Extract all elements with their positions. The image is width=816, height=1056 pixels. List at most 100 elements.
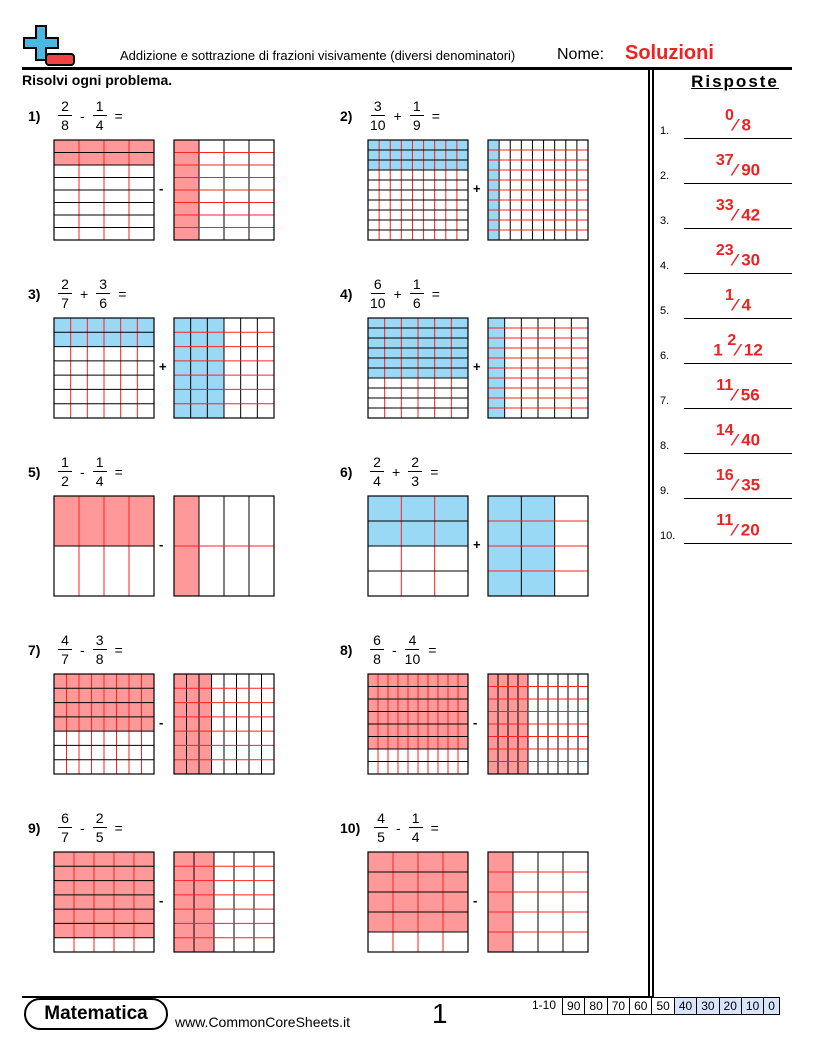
site-url: www.CommonCoreSheets.it xyxy=(175,1014,351,1030)
answer-7: 7. 11⁄ 56 xyxy=(660,369,792,409)
answer-9: 9. 16⁄ 35 xyxy=(660,459,792,499)
operator: - xyxy=(80,641,85,658)
denominator: 2 xyxy=(61,473,69,489)
answer-1: 1. 0⁄ 8 xyxy=(660,99,792,139)
answer-numerator: 14 xyxy=(715,422,734,440)
denominator: 4 xyxy=(411,829,420,845)
grid-operator: - xyxy=(473,715,478,730)
answer-numerator: 1 xyxy=(725,287,734,305)
fraction-grid xyxy=(173,139,275,241)
shaded-region xyxy=(368,140,468,170)
denominator: 4 xyxy=(95,117,104,133)
answers-title: Risposte xyxy=(691,72,779,91)
grid-border xyxy=(367,495,469,597)
score-cell: 50 xyxy=(652,997,675,1015)
answer-denominator: 35 xyxy=(741,476,761,495)
denominator: 7 xyxy=(61,295,69,311)
answer-number: 9. xyxy=(660,485,670,497)
equals-sign: = xyxy=(431,285,440,302)
denominator: 6 xyxy=(412,295,421,311)
denominator: 9 xyxy=(412,117,421,133)
problem-number: 6) xyxy=(340,463,353,480)
numerator: 4 xyxy=(377,810,385,826)
operator: + xyxy=(393,285,402,302)
grid-border xyxy=(487,673,589,775)
denominator: 6 xyxy=(99,295,108,311)
fraction-grid xyxy=(487,317,589,419)
answer-denominator: 30 xyxy=(741,251,761,270)
grid-border xyxy=(367,851,469,953)
answer-numerator: 16 xyxy=(715,467,734,485)
numerator: 1 xyxy=(95,454,104,470)
header-divider xyxy=(22,67,792,70)
fraction-grid xyxy=(173,495,275,597)
operator: - xyxy=(396,819,401,836)
grid-border xyxy=(487,139,589,241)
fraction-grid xyxy=(53,673,155,775)
equals-sign: = xyxy=(114,641,123,658)
equals-sign: = xyxy=(114,463,123,480)
score-cell: 40 xyxy=(674,997,698,1015)
fraction-grid xyxy=(487,495,589,597)
score-cell: 90 xyxy=(562,997,586,1015)
score-cell: 60 xyxy=(630,997,653,1015)
fraction-a: 3 10 xyxy=(370,98,386,133)
fraction-grid xyxy=(487,673,589,775)
fraction-grid xyxy=(367,139,469,241)
score-label: 1-10 xyxy=(532,998,557,1012)
grid-border xyxy=(367,673,469,775)
answer-denominator: 56 xyxy=(740,386,760,405)
fraction-grid xyxy=(487,851,589,953)
name-label: Nome: xyxy=(557,46,605,63)
fraction-grid xyxy=(53,317,155,419)
fraction-grid xyxy=(367,673,469,775)
grid-border xyxy=(53,139,155,241)
grid-border xyxy=(53,317,155,419)
problem-number: 8) xyxy=(340,641,353,658)
answer-numerator: 11 xyxy=(716,512,734,530)
denominator: 7 xyxy=(61,651,69,667)
grid-operator: - xyxy=(159,715,164,730)
name-value: Soluzioni xyxy=(625,42,714,64)
grid-operator: - xyxy=(159,181,164,196)
denominator: 8 xyxy=(61,117,69,133)
operator: - xyxy=(392,641,397,658)
problem-number: 9) xyxy=(28,819,41,836)
answer-5: 5. 1⁄ 4 xyxy=(660,279,792,319)
fraction-grid xyxy=(173,851,275,953)
equals-sign: = xyxy=(114,107,123,124)
answer-denominator: 4 xyxy=(741,296,751,315)
answer-4: 4. 23⁄ 30 xyxy=(660,234,792,274)
answer-denominator: 90 xyxy=(741,161,761,180)
operator: - xyxy=(80,463,85,480)
answer-number: 2. xyxy=(660,170,670,182)
numerator: 2 xyxy=(61,98,69,114)
problem-number: 5) xyxy=(28,463,41,480)
fraction-grid xyxy=(53,495,155,597)
numerator: 1 xyxy=(412,98,421,114)
operator: + xyxy=(392,463,401,480)
problem-number: 7) xyxy=(28,641,41,658)
answer-numerator: 23 xyxy=(715,242,734,260)
numerator: 2 xyxy=(373,454,381,470)
instructions: Risolvi ogni problema. xyxy=(22,72,173,88)
denominator: 3 xyxy=(411,473,420,489)
grid-border xyxy=(53,495,155,597)
numerator: 6 xyxy=(373,276,382,292)
answer-denominator: 40 xyxy=(741,431,761,450)
grid-border xyxy=(173,673,275,775)
answer-number: 8. xyxy=(660,440,670,452)
operator: + xyxy=(393,107,402,124)
grid-border xyxy=(173,317,275,419)
equals-sign: = xyxy=(428,641,437,658)
